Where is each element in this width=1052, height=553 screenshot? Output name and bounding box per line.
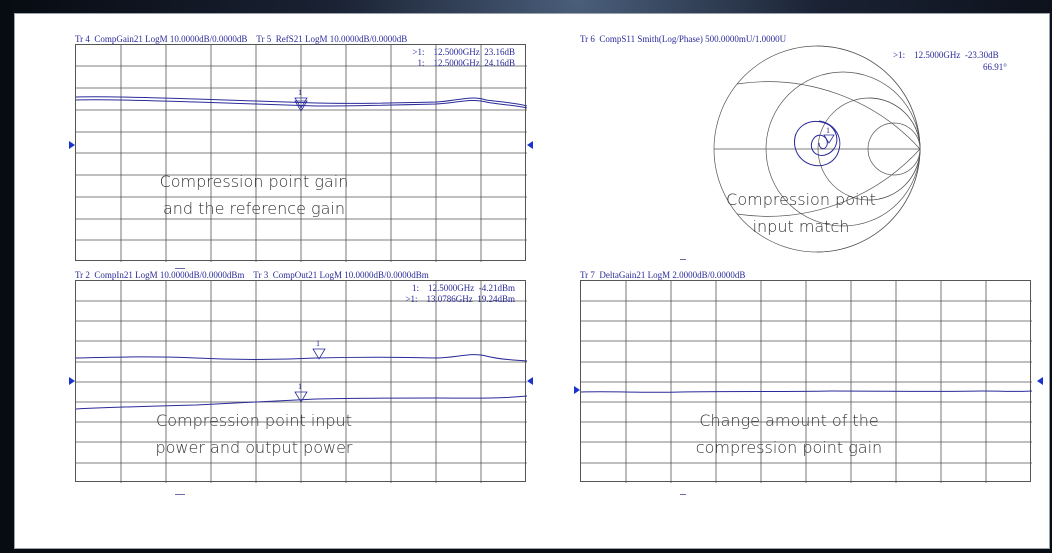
vna-display-window: Tr 4 CompGain21 LogM 10.0000dB/0.0000dB … bbox=[14, 13, 1050, 549]
caption-power: Compression point input power and output… bbox=[144, 407, 364, 461]
caption-gain-line1: Compression point gain bbox=[159, 172, 349, 191]
marker-triangle bbox=[294, 97, 308, 109]
grid-power: 1 1 1: 12.5000GHz -4.21dBm >1: 13.0786GH… bbox=[75, 280, 527, 483]
smith-grid bbox=[713, 45, 921, 253]
marker-triangle-out bbox=[312, 348, 326, 360]
grid-lines bbox=[581, 281, 1032, 483]
marker-readout-smith-1: >1: 12.5000GHz -23.30dB bbox=[893, 50, 999, 60]
caption-gain: Compression point gain and the reference… bbox=[154, 168, 354, 222]
trace-compin21 bbox=[76, 395, 527, 410]
caption-delta-gain-line2: compression point gain bbox=[695, 438, 883, 457]
trace-comps11 bbox=[794, 120, 841, 167]
caption-smith: Compression point input match bbox=[701, 186, 901, 240]
gain-plot-svg: 1 bbox=[76, 45, 527, 262]
reference-level-arrow-left[interactable] bbox=[69, 141, 75, 149]
caption-smith-line1: Compression point bbox=[726, 190, 876, 209]
marker-label-out: 1 bbox=[316, 339, 320, 348]
caption-smith-line2: input match bbox=[752, 217, 850, 236]
power-plot-svg: 1 1 bbox=[76, 281, 527, 483]
trace-compgain21 bbox=[76, 96, 527, 107]
reference-level-arrow-right[interactable] bbox=[1037, 377, 1043, 385]
grid-delta-gain: Change amount of the compression point g… bbox=[580, 280, 1032, 483]
trace-header-tr7[interactable]: Tr 7 DeltaGain21 LogM 2.0000dB/0.0000dB bbox=[580, 270, 746, 280]
caption-power-line2: power and output power bbox=[155, 438, 353, 457]
marker-triangle-2 bbox=[294, 100, 308, 112]
caption-gain-line2: and the reference gain bbox=[162, 199, 345, 218]
trace-deltagain21 bbox=[581, 390, 1032, 393]
reference-level-arrow-left[interactable] bbox=[69, 377, 75, 385]
marker-label-smith: 1 bbox=[826, 126, 830, 135]
marker-label: 1 bbox=[298, 88, 302, 97]
marker-label-in: 1 bbox=[298, 382, 302, 391]
smith-chart-svg: 1 bbox=[713, 45, 921, 253]
marker-readout-power: 1: 12.5000GHz -4.21dBm >1: 13.0786GHz 19… bbox=[405, 283, 515, 304]
trace-header-tr6[interactable]: Tr 6 CompS11 Smith(Log/Phase) 500.0000mU… bbox=[580, 34, 787, 44]
reference-level-arrow-right[interactable] bbox=[527, 377, 533, 385]
scale-tick bbox=[680, 259, 686, 260]
delta-gain-plot-svg bbox=[581, 281, 1032, 483]
reference-level-arrow-right[interactable] bbox=[527, 141, 533, 149]
grid-lines bbox=[76, 45, 527, 262]
trace-header-tr2-tr3[interactable]: Tr 2 CompIn21 LogM 10.0000dB/0.0000dBm T… bbox=[75, 270, 429, 280]
grid-gain: 1 >1: 12.5000GHz 23.16dB 1: 12.5000GHz 2… bbox=[75, 44, 527, 262]
reference-level-arrow-left[interactable] bbox=[574, 386, 580, 394]
grid-lines bbox=[76, 281, 527, 483]
trace-refs21 bbox=[76, 99, 527, 109]
caption-power-line1: Compression point input bbox=[156, 411, 352, 430]
scale-tick bbox=[175, 494, 185, 495]
scale-tick bbox=[175, 268, 185, 269]
trace-compout21 bbox=[76, 354, 527, 362]
marker-readout-smith-2: 66.91° bbox=[983, 62, 1007, 72]
scale-tick bbox=[680, 494, 686, 495]
caption-delta-gain-line1: Change amount of the bbox=[699, 411, 879, 430]
marker-triangle-in bbox=[294, 391, 308, 403]
caption-delta-gain: Change amount of the compression point g… bbox=[679, 407, 899, 461]
marker-readout-gain: >1: 12.5000GHz 23.16dB 1: 12.5000GHz 24.… bbox=[412, 47, 515, 68]
marker-triangle-smith bbox=[823, 134, 835, 144]
trace-header-tr4-tr5[interactable]: Tr 4 CompGain21 LogM 10.0000dB/0.0000dB … bbox=[75, 34, 408, 44]
